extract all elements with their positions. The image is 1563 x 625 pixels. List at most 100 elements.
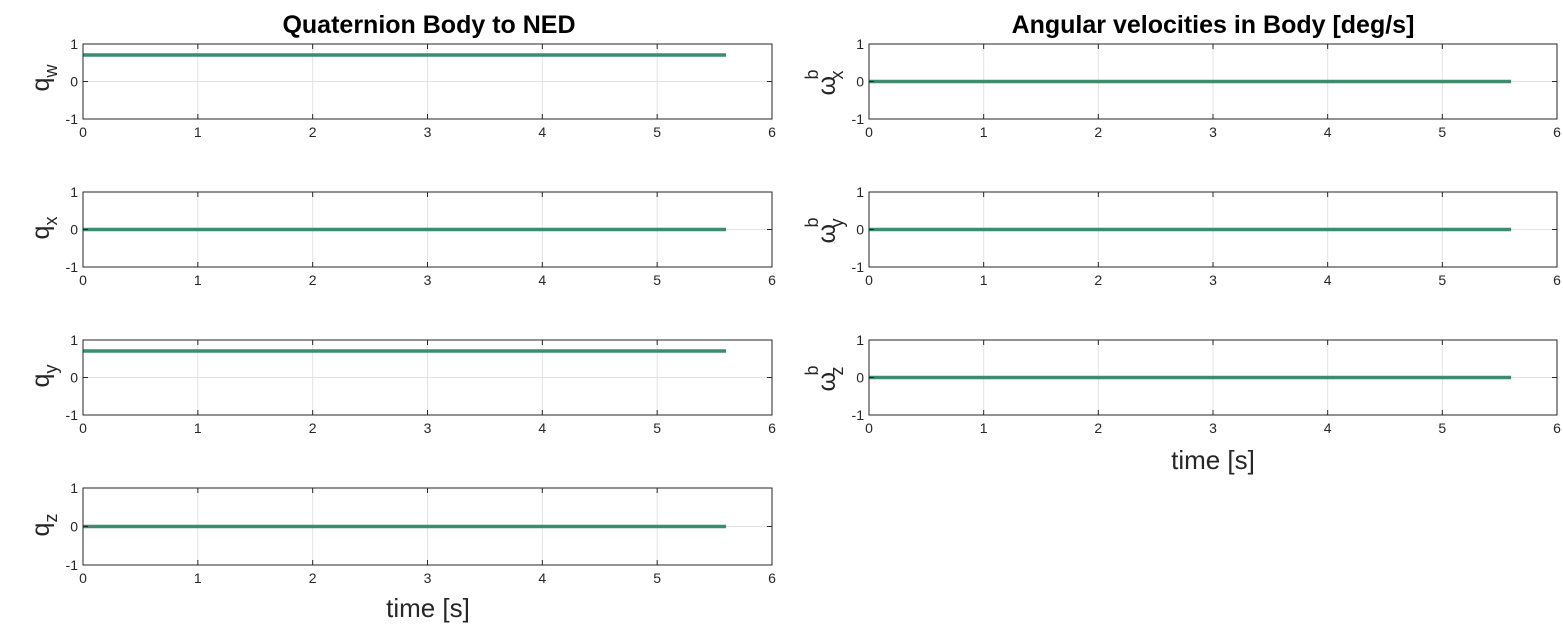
x-tick-label: 3 [1209,272,1217,288]
x-tick-label: 0 [79,570,87,586]
y-tick-label: 1 [70,184,78,200]
y-axis-label: qz [27,514,61,537]
angular-velocity-title: Angular velocities in Body [deg/s] [1012,11,1415,39]
x-tick-label: 0 [865,420,873,436]
x-tick-label: 4 [1324,124,1332,140]
x-tick-label: 5 [653,272,661,288]
x-tick-label: 1 [194,570,202,586]
y-axis-label: qy [27,365,61,388]
y-label-subscript: y [41,365,61,374]
x-tick-label: 1 [194,420,202,436]
x-tick-label: 1 [194,272,202,288]
x-tick-label: 2 [309,272,317,288]
x-tick-label: 4 [538,124,546,140]
x-tick-label: 6 [768,570,776,586]
y-label-base: q [27,523,55,537]
y-label-base: q [27,78,55,92]
x-tick-label: 6 [768,124,776,140]
x-tick-label: 4 [538,272,546,288]
x-tick-label: 3 [1209,124,1217,140]
y-tick-label: 0 [856,74,864,90]
y-tick-label: 0 [70,74,78,90]
y-label-subscript: z [41,514,61,523]
y-label-subscript: x [827,71,847,80]
x-tick-label: 3 [424,420,432,436]
y-axis-label: qw [27,64,61,92]
y-tick-label: -1 [852,407,865,423]
x-tick-label: 0 [79,272,87,288]
y-label-base: q [27,226,55,240]
x-tick-label: 5 [1438,420,1446,436]
quaternion-xlabel: time [s] [386,593,470,623]
y-tick-label: -1 [66,557,79,573]
x-tick-label: 2 [1094,420,1102,436]
y-tick-label: 0 [856,370,864,386]
x-tick-label: 6 [768,272,776,288]
y-tick-label: 0 [856,222,864,238]
x-tick-label: 1 [980,124,988,140]
x-tick-label: 5 [1438,124,1446,140]
x-tick-label: 5 [1438,272,1446,288]
y-tick-label: 1 [856,184,864,200]
y-axis-label: ωb y [802,217,847,243]
y-label-superscript: b [802,217,822,227]
y-tick-label: 0 [70,222,78,238]
x-tick-label: 3 [424,124,432,140]
x-tick-label: 4 [538,570,546,586]
x-tick-label: 5 [653,570,661,586]
y-label-subscript: w [41,64,61,79]
x-tick-label: 4 [1324,420,1332,436]
x-tick-label: 2 [1094,272,1102,288]
y-tick-label: -1 [852,259,865,275]
y-tick-label: -1 [66,111,79,127]
y-tick-label: 1 [856,332,864,348]
x-tick-label: 1 [194,124,202,140]
y-tick-label: -1 [66,407,79,423]
y-label-base: ω [813,372,841,392]
x-tick-label: 0 [79,420,87,436]
x-tick-label: 2 [309,420,317,436]
x-tick-label: 0 [865,272,873,288]
x-tick-label: 3 [424,272,432,288]
y-label-base: ω [813,224,841,244]
x-tick-label: 1 [980,272,988,288]
x-tick-label: 4 [1324,272,1332,288]
x-tick-label: 0 [865,124,873,140]
x-tick-label: 5 [653,124,661,140]
y-label-subscript: z [827,367,847,376]
x-tick-label: 6 [1553,420,1561,436]
y-tick-label: 0 [70,370,78,386]
y-tick-label: 1 [70,36,78,52]
y-label-base: ω [813,76,841,96]
y-axis-label: ωb x [802,69,847,95]
x-tick-label: 2 [309,570,317,586]
quaternion-title: Quaternion Body to NED [282,11,575,39]
y-label-superscript: b [802,365,822,375]
y-tick-label: -1 [852,111,865,127]
x-tick-label: 2 [1094,124,1102,140]
angular-velocity-xlabel: time [s] [1171,445,1255,475]
y-tick-label: 0 [70,519,78,535]
x-tick-label: 6 [1553,124,1561,140]
y-tick-label: -1 [66,259,79,275]
x-tick-label: 3 [1209,420,1217,436]
y-tick-label: 1 [70,480,78,496]
y-label-base: q [27,374,55,388]
y-label-subscript: x [41,217,61,226]
y-axis-label: qx [27,217,61,240]
x-tick-label: 0 [79,124,87,140]
x-tick-label: 6 [1553,272,1561,288]
x-tick-label: 6 [768,420,776,436]
y-tick-label: 1 [70,332,78,348]
x-tick-label: 2 [309,124,317,140]
y-label-superscript: b [802,69,822,79]
